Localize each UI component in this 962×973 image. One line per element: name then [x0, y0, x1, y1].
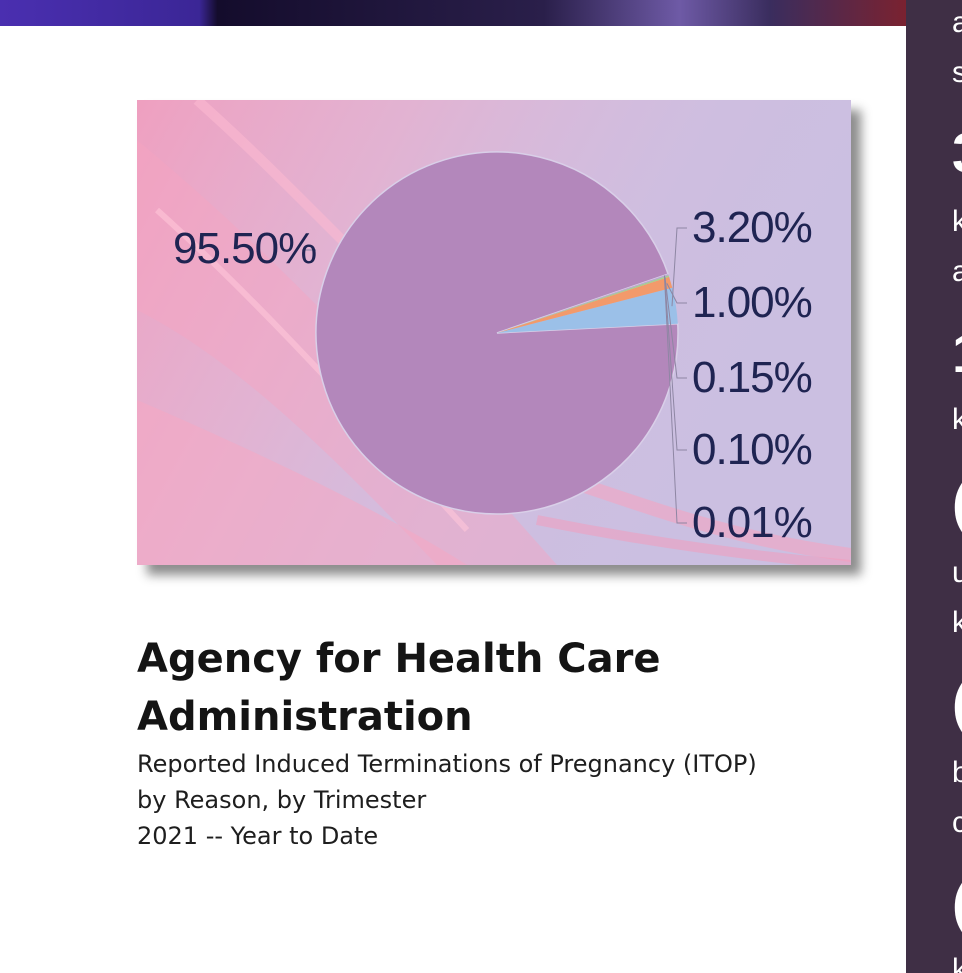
pie-slice: [497, 274, 669, 333]
leader-line: [663, 275, 687, 524]
subtitle-line: 2021 -- Year to Date: [137, 822, 379, 850]
sidebar-text-fragment: s: [952, 56, 962, 89]
leader-line: [664, 277, 687, 379]
sidebar-text-fragment: k: [952, 606, 962, 639]
pie-slice: [315, 151, 679, 515]
leader-line: [664, 275, 687, 451]
top-banner-image: [0, 0, 906, 26]
chart-caption: Agency for Health Care Administration Re…: [137, 630, 857, 854]
sidebar-text-fragment: 1: [952, 325, 962, 381]
pie-labels: 95.50% 3.20% 1.00% 0.15% 0.10% 0.01%: [173, 203, 813, 547]
pie-slice: [497, 274, 669, 333]
slice-label: 1.00%: [692, 278, 812, 327]
slice-label: 0.01%: [692, 498, 812, 547]
slice-label: 95.50%: [173, 224, 316, 273]
leader-line: [671, 227, 687, 307]
subtitle-line: by Reason, by Trimester: [137, 786, 427, 814]
sidebar-text-fragment: (: [952, 475, 962, 531]
right-sidebar-panel: a s 3 k a 1 k ( u k ( b c ( k: [906, 0, 962, 973]
slice-label: 0.15%: [692, 353, 812, 402]
sidebar-text-fragment: b: [952, 756, 962, 789]
leader-line: [666, 283, 687, 304]
pie-slice: [497, 276, 673, 333]
sidebar-text-fragment: a: [952, 6, 962, 39]
sidebar-text-fragment: (: [952, 875, 962, 931]
sidebar-text-fragment: a: [952, 255, 962, 288]
slice-label: 3.20%: [692, 203, 812, 252]
pie-chart: 95.50% 3.20% 1.00% 0.15% 0.10% 0.01%: [137, 100, 851, 565]
sidebar-text-fragment: 3: [952, 125, 962, 181]
pie-slices: [315, 151, 679, 515]
subtitle-line: Reported Induced Terminations of Pregnan…: [137, 750, 757, 778]
pie-slice: [497, 287, 678, 333]
sidebar-text-fragment: k: [952, 205, 962, 238]
sidebar-text-fragment: (: [952, 675, 962, 731]
sidebar-text-fragment: c: [952, 806, 962, 839]
pie-slice: [497, 275, 670, 333]
pie-chart-card: 95.50% 3.20% 1.00% 0.15% 0.10% 0.01%: [137, 100, 851, 565]
sidebar-text-fragment: k: [952, 953, 962, 973]
slice-label: 0.10%: [692, 425, 812, 474]
page-title: Agency for Health Care Administration: [137, 636, 661, 740]
sidebar-text-fragment: k: [952, 403, 962, 436]
sidebar-text-fragment: u: [952, 556, 962, 589]
leader-lines: [302, 227, 687, 524]
